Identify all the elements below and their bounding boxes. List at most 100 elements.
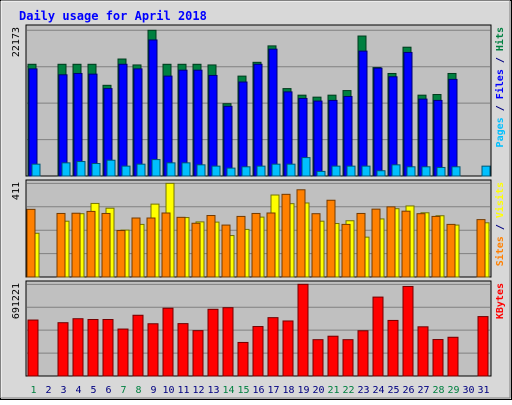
- bar-sites-day-13: [206, 215, 216, 278]
- day-label-26: 26: [402, 385, 414, 396]
- bar-sites-day-29: [446, 223, 456, 278]
- bar-sites-day-8: [131, 217, 141, 278]
- bar-pages-day-27: [421, 166, 431, 177]
- bar-files-day-13: [208, 74, 218, 177]
- bar-files-day-20: [313, 100, 323, 177]
- day-label-8: 8: [135, 385, 141, 396]
- bar-kbytes-day-31: [477, 316, 489, 377]
- bar-pages-day-24: [376, 170, 386, 177]
- bar-files-day-29: [448, 78, 458, 177]
- day-label-7: 7: [120, 385, 126, 396]
- ymax-label-usage: 22173: [11, 27, 22, 57]
- bar-files-day-18: [283, 91, 293, 177]
- bar-files-day-9: [148, 39, 158, 177]
- bar-sites-day-24: [371, 208, 381, 278]
- panel-usage: 22173 Pages / Files / Hits: [11, 24, 506, 177]
- day-label-1: 1: [30, 385, 36, 396]
- bar-files-day-27: [418, 98, 428, 177]
- bar-sites-day-22: [341, 223, 351, 278]
- bar-files-day-1: [28, 68, 38, 177]
- bar-files-day-11: [178, 69, 188, 177]
- bar-files-day-23: [358, 50, 368, 177]
- bar-files-day-10: [163, 75, 173, 177]
- legend-part-usage-2: Files: [494, 69, 506, 99]
- bar-kbytes-day-14: [222, 307, 234, 377]
- bar-files-day-25: [388, 76, 398, 177]
- bar-sites-day-31: [476, 219, 486, 278]
- legend-part-usage-3: /: [495, 51, 506, 69]
- day-labels: 1 2 3 4 5 6 7 8 9 10 11 12 13 14 15 16 17 18 19 20 21 22 23 24 2…: [30, 385, 489, 396]
- bar-pages-day-12: [196, 164, 206, 177]
- bar-kbytes-day-13: [207, 308, 219, 377]
- day-label-31: 31: [477, 385, 489, 396]
- bar-pages-day-14: [226, 167, 236, 177]
- legend-usage: Pages / Files / Hits: [494, 27, 506, 147]
- bar-kbytes-day-27: [417, 326, 429, 377]
- bar-sites-day-25: [386, 206, 396, 278]
- bar-pages-day-31: [481, 165, 491, 177]
- day-label-20: 20: [312, 385, 324, 396]
- bar-kbytes-day-3: [57, 322, 69, 377]
- day-label-28: 28: [432, 385, 444, 396]
- bar-sites-day-10: [161, 212, 171, 278]
- bar-kbytes-day-28: [432, 339, 444, 377]
- day-label-21: 21: [327, 385, 339, 396]
- chart-title: Daily usage for April 2018: [19, 9, 207, 23]
- bar-kbytes-day-22: [342, 339, 354, 377]
- day-label-24: 24: [372, 385, 384, 396]
- bar-files-day-7: [118, 63, 128, 177]
- legend-part-visits-1: /: [495, 218, 506, 236]
- day-label-15: 15: [237, 385, 249, 396]
- bar-kbytes-day-29: [447, 336, 459, 377]
- bar-files-day-28: [433, 99, 443, 177]
- bar-files-day-5: [88, 73, 98, 177]
- bar-sites-day-1: [26, 208, 36, 278]
- bar-sites-day-26: [401, 210, 411, 278]
- bar-files-day-12: [193, 69, 203, 177]
- bar-files-day-22: [343, 95, 353, 177]
- bar-sites-day-11: [176, 216, 186, 278]
- bar-kbytes-day-24: [372, 296, 384, 377]
- bar-sites-day-5: [86, 210, 96, 278]
- day-label-3: 3: [60, 385, 66, 396]
- bar-sites-day-18: [281, 193, 291, 278]
- bar-pages-day-20: [316, 170, 326, 177]
- day-label-19: 19: [297, 385, 309, 396]
- bar-pages-day-1: [31, 163, 41, 177]
- bar-pages-day-5: [91, 163, 101, 177]
- bar-kbytes-day-4: [72, 318, 84, 377]
- day-label-11: 11: [177, 385, 189, 396]
- bar-pages-day-13: [211, 165, 221, 177]
- bar-sites-day-12: [191, 222, 201, 278]
- bar-pages-day-15: [241, 166, 251, 177]
- day-label-29: 29: [447, 385, 459, 396]
- bar-pages-day-25: [391, 164, 401, 177]
- day-label-25: 25: [387, 385, 399, 396]
- bar-kbytes-day-9: [147, 323, 159, 377]
- day-label-16: 16: [252, 385, 264, 396]
- legend-part-usage-4: Hits: [494, 27, 506, 51]
- bar-files-day-15: [238, 81, 248, 177]
- bar-sites-day-21: [326, 199, 336, 278]
- bar-kbytes-day-15: [237, 341, 249, 377]
- day-label-17: 17: [267, 385, 279, 396]
- bar-pages-day-6: [106, 159, 116, 177]
- bar-kbytes-day-16: [252, 326, 264, 377]
- day-label-6: 6: [105, 385, 111, 396]
- bar-sites-day-19: [296, 189, 306, 278]
- bar-sites-day-7: [116, 230, 126, 278]
- bar-files-day-4: [73, 72, 83, 177]
- bar-pages-day-19: [301, 157, 311, 177]
- legend-kbytes: KBytes: [495, 283, 506, 319]
- bar-pages-day-26: [406, 166, 416, 177]
- bar-kbytes-day-5: [87, 319, 99, 377]
- bar-files-day-26: [403, 51, 413, 177]
- day-label-2: 2: [45, 385, 51, 396]
- bar-pages-day-22: [346, 165, 356, 177]
- day-label-5: 5: [90, 385, 96, 396]
- bar-kbytes-day-21: [327, 335, 339, 377]
- bar-kbytes-day-23: [357, 330, 369, 377]
- bar-files-day-24: [373, 67, 383, 177]
- bar-sites-day-23: [356, 212, 366, 278]
